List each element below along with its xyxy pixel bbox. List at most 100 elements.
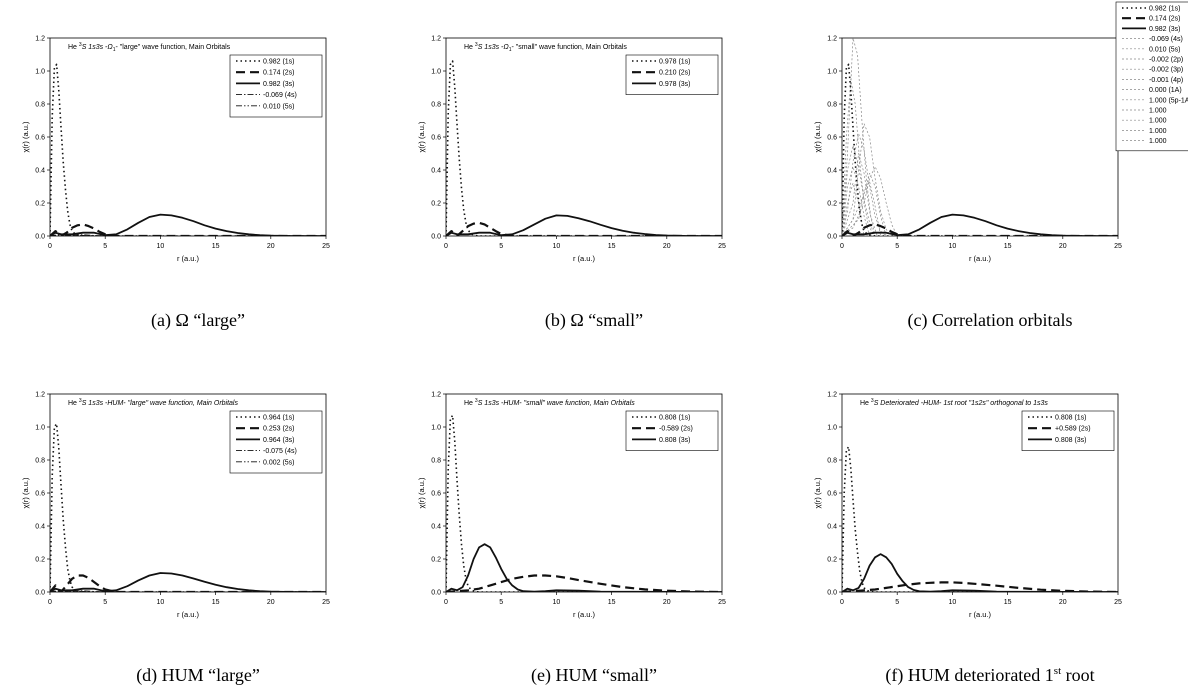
y-tick-label: 0.6 (431, 491, 441, 498)
x-axis-label: r (a.u.) (573, 610, 596, 619)
series-line-4 (842, 78, 1118, 236)
series-line-8 (842, 166, 1118, 236)
series-line-6 (842, 133, 1118, 236)
x-tick-label: 10 (553, 243, 561, 250)
legend-label: -0.001 (4p) (1149, 77, 1183, 84)
x-tick-label: 20 (1059, 243, 1067, 250)
x-tick-label: 15 (1004, 599, 1012, 606)
chart-panel-d: 0 5 10 15 20 25 0.0 0.2 0.4 0.6 0.8 1.0 1.2 r (a.u.) χ… (21, 392, 330, 620)
chart-title: He 3S Deteriorated -HUM- 1st root "1s2s"… (860, 398, 1048, 407)
y-tick-label: 1.0 (431, 425, 441, 432)
legend-label: 0.174 (2s) (1149, 16, 1181, 23)
series-line-1 (50, 63, 326, 236)
y-tick-label: 1.2 (431, 392, 441, 399)
x-tick-label: 10 (949, 243, 957, 250)
legend-label: -0.589 (2s) (659, 426, 693, 433)
legend-label: -0.002 (3p) (1149, 67, 1183, 74)
x-tick-label: 5 (499, 243, 503, 250)
x-tick-label: 0 (840, 599, 844, 606)
series-line-14 (842, 182, 1118, 236)
x-tick-label: 20 (267, 599, 275, 606)
x-tick-label: 5 (103, 243, 107, 250)
series-line-1 (842, 63, 1118, 236)
legend-label: 0.978 (1s) (659, 59, 691, 66)
y-tick-label: 0.4 (35, 168, 45, 175)
y-tick-label: 0.0 (35, 590, 45, 597)
x-tick-label: 10 (949, 599, 957, 606)
panel-caption-c: (c) Correlation orbitals (907, 310, 1073, 330)
x-tick-label: 20 (663, 599, 671, 606)
panel-caption-a: (a) Ω “large” (151, 310, 245, 330)
legend-label: 1.000 (5p-1A) (1149, 97, 1188, 104)
x-tick-label: 25 (1114, 243, 1122, 250)
x-tick-label: 15 (212, 243, 220, 250)
legend-label: 0.002 (5s) (263, 459, 295, 466)
legend-label: 1.000 (1149, 128, 1167, 135)
y-tick-label: 0.0 (431, 234, 441, 241)
x-tick-label: 20 (663, 243, 671, 250)
y-tick-label: 0.6 (827, 491, 837, 498)
y-tick-label: 0.2 (35, 557, 45, 564)
x-tick-label: 15 (608, 243, 616, 250)
series-line-2 (446, 221, 722, 236)
series-line-2 (842, 223, 1118, 236)
y-axis-label: χ(r) (a.u.) (813, 121, 822, 153)
y-tick-label: 0.4 (431, 524, 441, 531)
y-axis-label: χ(r) (a.u.) (21, 121, 30, 153)
panel-caption-d: (d) HUM “large” (136, 665, 260, 685)
legend-label: 0.982 (3s) (263, 81, 295, 88)
y-tick-label: 0.8 (827, 102, 837, 109)
legend-label: 0.253 (2s) (263, 426, 295, 433)
legend-label: 0.982 (1s) (1149, 6, 1181, 13)
x-tick-label: 15 (608, 599, 616, 606)
legend-label: 0.982 (1s) (263, 59, 295, 66)
chart-title: He 3S 1s3s -HUM- "small" wave function, … (464, 398, 635, 407)
y-tick-label: 1.2 (827, 392, 837, 399)
chart-panel-f: 0 5 10 15 20 25 0.0 0.2 0.4 0.6 0.8 1.0 1.2 r (a.u.) χ… (813, 392, 1122, 620)
series-line-10 (842, 172, 1118, 236)
legend-box (229, 410, 323, 474)
y-axis-label: χ(r) (a.u.) (21, 477, 30, 509)
chart-title: He 3S 1s3s -Ω1- "large" wave function, M… (68, 42, 231, 53)
legend-label: 0.964 (3s) (263, 437, 295, 444)
series-line-5 (50, 590, 326, 592)
legend-label: 0.808 (1s) (1055, 415, 1087, 422)
plot-frame (841, 37, 1119, 237)
y-tick-label: 0.8 (35, 458, 45, 465)
x-tick-label: 5 (103, 599, 107, 606)
x-tick-label: 10 (553, 599, 561, 606)
x-tick-label: 25 (322, 599, 330, 606)
y-tick-label: 0.6 (827, 135, 837, 142)
y-tick-label: 1.0 (35, 425, 45, 432)
x-axis-label: r (a.u.) (177, 254, 200, 263)
series-line-1 (446, 60, 722, 236)
series-line-3 (446, 214, 722, 236)
x-tick-label: 0 (840, 243, 844, 250)
x-tick-label: 15 (212, 599, 220, 606)
y-tick-label: 0.8 (827, 458, 837, 465)
x-tick-label: 25 (322, 243, 330, 250)
x-tick-label: 10 (157, 243, 165, 250)
y-tick-label: 0.8 (431, 102, 441, 109)
y-tick-label: 1.0 (35, 69, 45, 76)
x-tick-label: 5 (895, 243, 899, 250)
y-tick-label: 0.2 (35, 201, 45, 208)
legend-label: 1.000 (1149, 108, 1167, 115)
panel-caption-f: (f) HUM deteriorated 1st root (885, 665, 1095, 685)
legend-label: 0.010 (5s) (1149, 46, 1181, 53)
chart-title: He 3S 1s3s -Ω1- "small" wave function, M… (464, 42, 627, 53)
y-tick-label: 0.6 (35, 135, 45, 142)
x-axis-label: r (a.u.) (969, 610, 992, 619)
legend-label: 0.978 (3s) (659, 81, 691, 88)
y-tick-label: 0.6 (431, 135, 441, 142)
legend-label: 1.000 (1149, 138, 1167, 145)
x-tick-label: 0 (48, 599, 52, 606)
series-line-1 (842, 446, 1118, 592)
chart-panel-c: 0 5 10 15 20 25 0.0 0.2 0.4 0.6 0.8 1.0 1.2 r (a.u.) χ… (813, 1, 1188, 263)
x-tick-label: 15 (1004, 243, 1012, 250)
y-tick-label: 0.4 (35, 524, 45, 531)
y-tick-label: 0.8 (35, 102, 45, 109)
series-line-2 (446, 574, 722, 592)
x-tick-label: 5 (895, 599, 899, 606)
